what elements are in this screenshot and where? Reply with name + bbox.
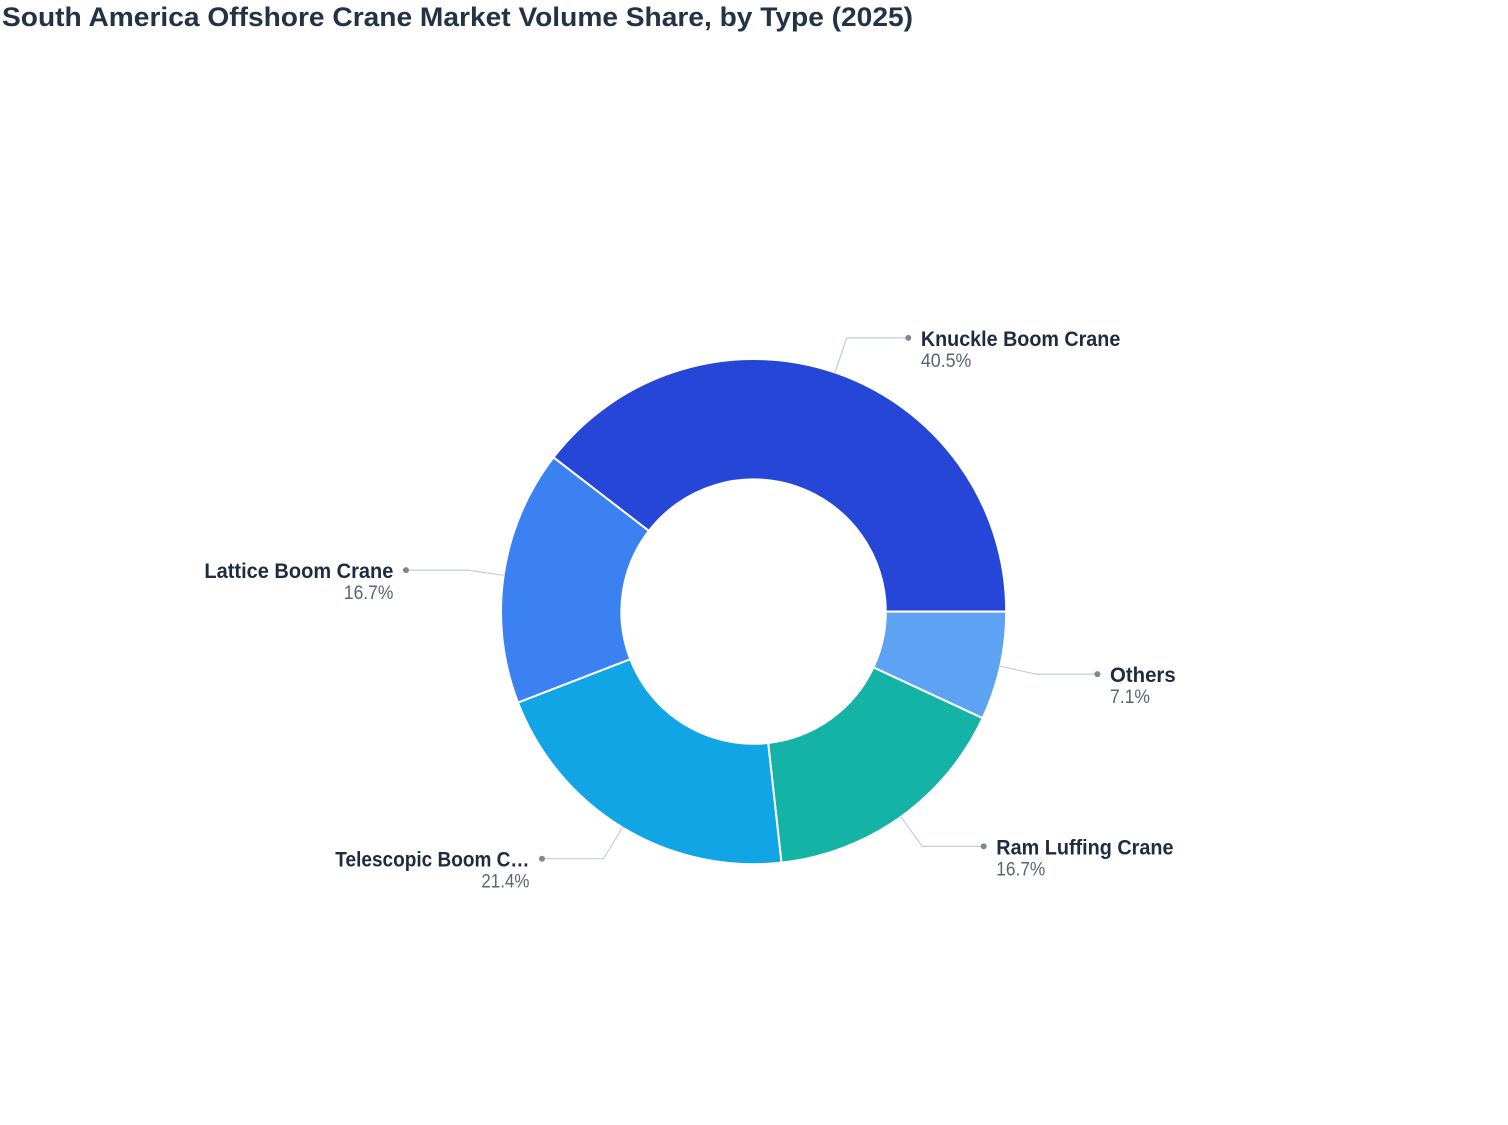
svg-text:South America Offshore Crane M: South America Offshore Crane Market Volu…: [2, 2, 913, 32]
svg-text:40.5%: 40.5%: [921, 350, 972, 372]
svg-text:16.7%: 16.7%: [344, 582, 394, 604]
svg-text:7.1%: 7.1%: [1110, 686, 1150, 708]
svg-text:Lattice Boom Crane: Lattice Boom Crane: [204, 560, 393, 583]
svg-text:Knuckle Boom Crane: Knuckle Boom Crane: [921, 328, 1120, 351]
svg-text:Ram Luffing Crane: Ram Luffing Crane: [996, 836, 1173, 859]
svg-text:Others: Others: [1110, 664, 1176, 687]
svg-text:16.7%: 16.7%: [996, 858, 1045, 880]
svg-text:Telescopic Boom C…: Telescopic Boom C…: [335, 849, 529, 872]
svg-text:21.4%: 21.4%: [481, 871, 529, 893]
